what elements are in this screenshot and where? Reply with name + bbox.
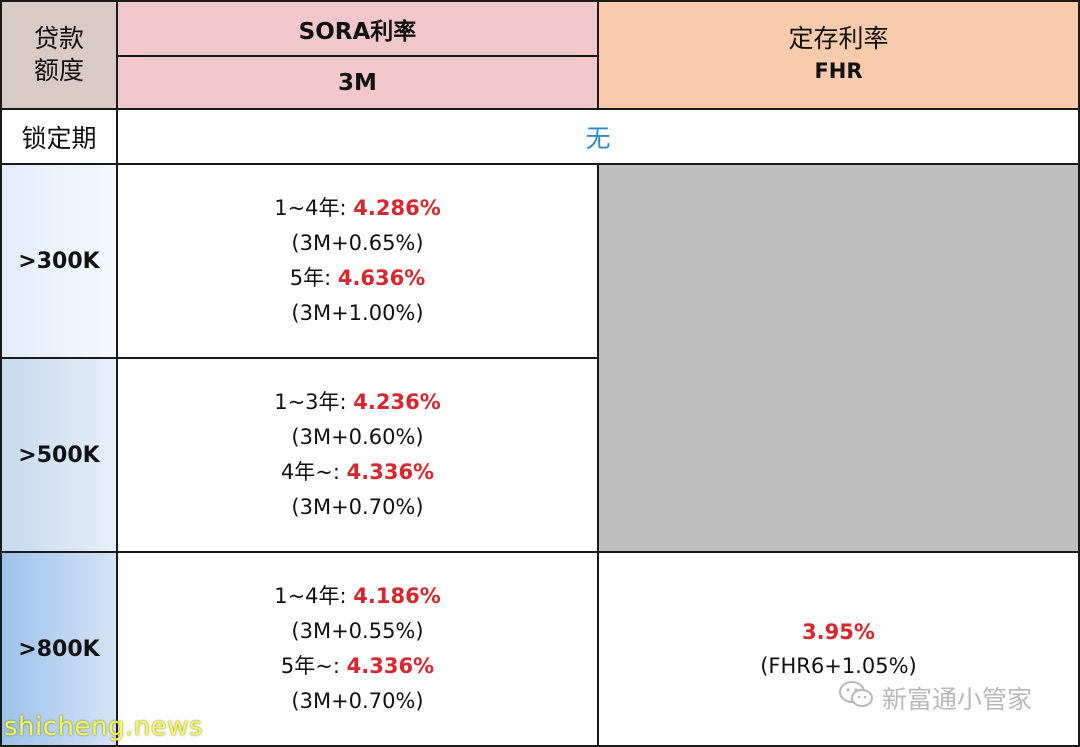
tier-amount: >300K [18,248,100,274]
account-name: 新富通小管家 [882,685,1033,714]
fhr-rate-formula: (FHR6+1.05%) [760,654,917,678]
rate-value: 4.286% [353,196,441,220]
sora-header: SORA利率 [116,0,599,57]
rate-line: 5年~: 4.336% [281,649,434,684]
rate-value: 4.186% [353,584,441,608]
rate-line: 1~4年: 4.286% [274,191,441,226]
rate-term: 4年~: [280,460,347,484]
tier-amount-cell: >800K [0,551,118,747]
rate-term: 5年: [289,266,338,290]
rate-term: 1~4年: [274,584,354,608]
rate-formula: (3M+0.70%) [291,495,424,519]
tier-amount: >500K [18,442,100,468]
loan-amount-header: 贷款 额度 [0,0,118,110]
loan-amount-label: 贷款 额度 [33,24,84,85]
rate-value: 4.336% [346,460,435,484]
fixed-rate-label: 定存利率 [788,24,889,53]
sora-sub-header: 3M [116,55,599,110]
lock-period-label: 锁定期 [21,123,97,153]
rate-term: 1~4年: [274,196,354,220]
sora-rate-cell: 1~4年: 4.286% (3M+0.65%) 5年: 4.636% (3M+1… [116,163,599,359]
fixed-rate-sub-label: FHR [814,59,863,83]
rate-term: 1~3年: [274,390,354,414]
rate-formula: (3M+0.55%) [291,619,424,643]
tier-amount-cell: >300K [0,163,118,359]
account-watermark: 新富通小管家 [838,680,1032,716]
fhr-rate-cell: 3.95% (FHR6+1.05%) [597,551,1080,747]
tier-amount-cell: >500K [0,357,118,553]
rate-value: 4.236% [353,390,441,414]
sora-label: SORA利率 [298,18,417,45]
tier-amount: >800K [18,636,100,662]
rate-line: 4年~: 4.336% [281,455,434,490]
wechat-icon [838,680,874,716]
rate-line: 1~4年: 4.186% [274,579,441,614]
rate-formula: (3M+0.65%) [291,231,424,255]
rate-formula: (3M+0.70%) [291,689,424,713]
sora-rate-cell: 1~4年: 4.186% (3M+0.55%) 5年~: 4.336% (3M+… [116,551,599,747]
rate-line: 5年: 4.636% [290,261,426,296]
rate-formula: (3M+1.00%) [291,301,424,325]
lock-period-value: 无 [585,123,611,153]
site-watermark: shicheng.news [4,712,204,742]
rate-value: 4.336% [346,654,435,678]
fixed-rate-empty-cell [597,163,1080,553]
rate-term: 5年~: [280,654,347,678]
rate-value: 4.636% [337,266,426,290]
rate-line: 1~3年: 4.236% [274,385,441,420]
sora-sub-label: 3M [338,69,377,96]
sora-rate-cell: 1~3年: 4.236% (3M+0.60%) 4年~: 4.336% (3M+… [116,357,599,553]
lock-period-label-cell: 锁定期 [0,108,118,165]
lock-period-value-cell: 无 [116,108,1080,165]
fhr-rate-value: 3.95% [802,620,875,644]
rate-formula: (3M+0.60%) [291,425,424,449]
fixed-rate-header: 定存利率 FHR [597,0,1080,110]
